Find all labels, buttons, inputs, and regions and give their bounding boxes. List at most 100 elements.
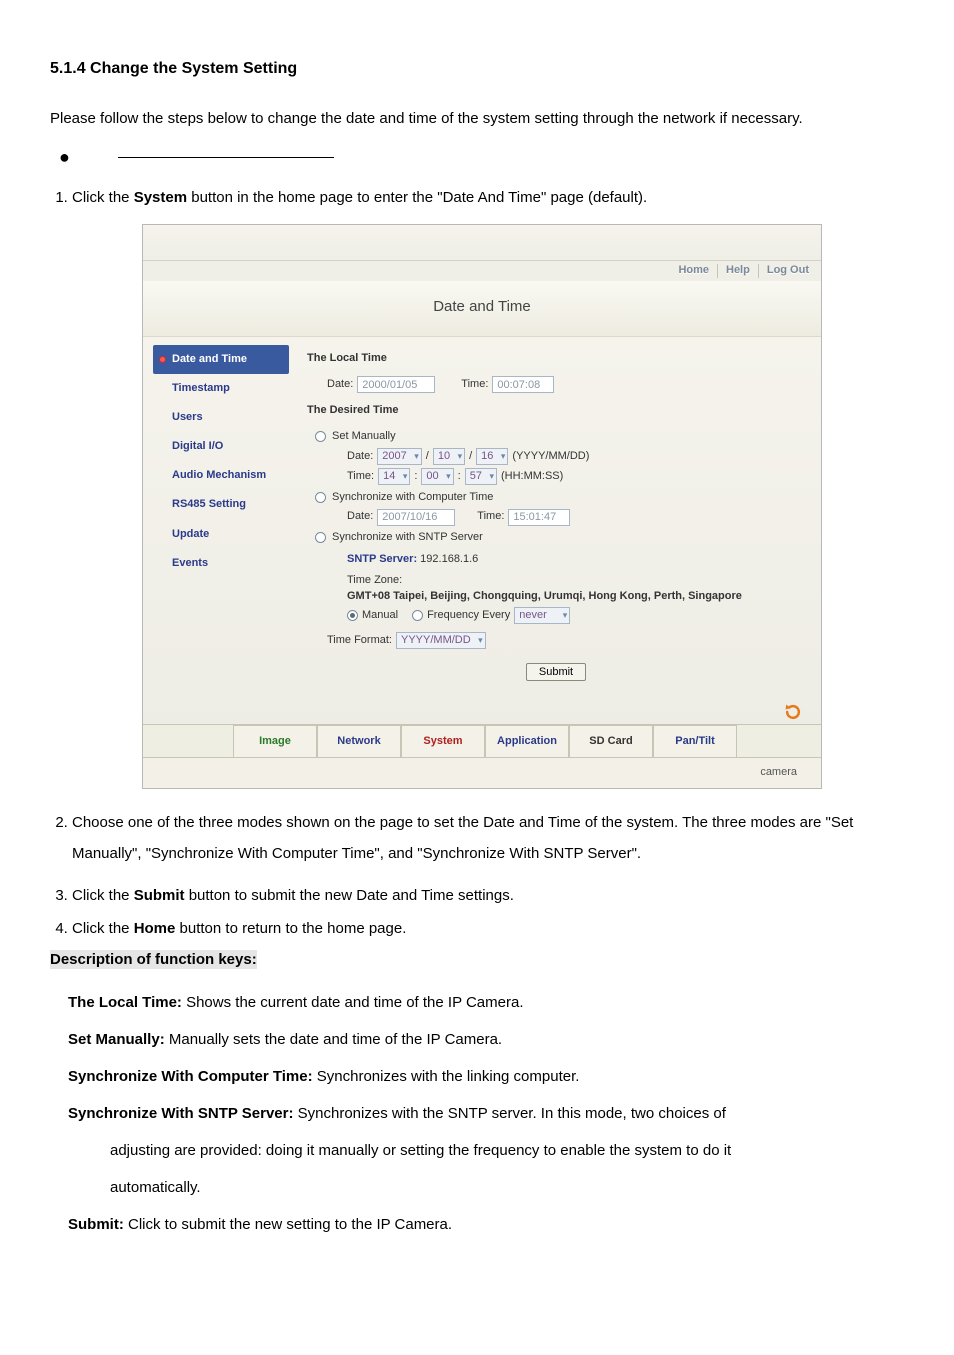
bullet-icon xyxy=(159,472,166,479)
sidebar-item-label: Digital I/O xyxy=(172,435,223,458)
sntp-server-value: 192.168.1.6 xyxy=(420,553,478,565)
radio-set-manually[interactable] xyxy=(315,431,326,442)
desc-val-submit: Click to submit the new setting to the I… xyxy=(124,1216,452,1233)
step-4: Click the Home button to return to the h… xyxy=(72,913,904,945)
tab-application[interactable]: Application xyxy=(485,725,569,757)
tab-network[interactable]: Network xyxy=(317,725,401,757)
time-fmt-hint: (HH:MM:SS) xyxy=(501,467,563,487)
radio-sntp-frequency[interactable] xyxy=(412,610,423,621)
sidebar-item-events[interactable]: Events xyxy=(153,549,303,578)
step-4-text-c: button to return to the home page. xyxy=(175,920,406,937)
hour-select[interactable]: 14 xyxy=(378,468,410,485)
sidebar-item-label: RS485 Setting xyxy=(172,493,246,516)
footer-label: camera xyxy=(143,757,821,788)
logout-button[interactable]: Log Out xyxy=(761,257,815,284)
bullet-icon xyxy=(159,531,166,538)
local-time-label: Time: xyxy=(461,374,488,395)
bullet-icon xyxy=(159,385,166,392)
bullet-blank: ● xyxy=(50,147,904,168)
radio-sync-computer[interactable] xyxy=(315,492,326,503)
bullet-icon xyxy=(159,443,166,450)
tab-sdcard[interactable]: SD Card xyxy=(569,725,653,757)
desc-key-local-time: The Local Time: xyxy=(68,994,182,1011)
time-format-select[interactable]: YYYY/MM/DD xyxy=(396,632,486,649)
sidebar-item-label: Users xyxy=(172,406,203,429)
radio-sync-sntp[interactable] xyxy=(315,532,326,543)
page-title: Date and Time xyxy=(143,281,821,338)
description-heading: Description of function keys: xyxy=(50,950,257,969)
local-date-input[interactable] xyxy=(357,376,435,393)
tab-image[interactable]: Image xyxy=(233,725,317,757)
main-panel: The Local Time Date: Time: The Desired T… xyxy=(303,337,821,696)
radio-sntp-manual[interactable] xyxy=(347,610,358,621)
comp-time-input[interactable] xyxy=(508,509,570,526)
step-2: Choose one of the three modes shown on t… xyxy=(72,807,904,870)
step-3-submit: Submit xyxy=(134,887,185,904)
desc-val-sync-sntp-line3: automatically. xyxy=(68,1171,904,1204)
sntp-manual-label: Manual xyxy=(362,606,398,626)
tabbar: Image Network System Application SD Card… xyxy=(143,724,821,757)
sidebar-item-audio-mechanism[interactable]: Audio Mechanism xyxy=(153,461,303,490)
minute-select[interactable]: 00 xyxy=(421,468,453,485)
help-button[interactable]: Help xyxy=(720,257,756,284)
local-time-input[interactable] xyxy=(492,376,554,393)
bullet-underline xyxy=(118,157,334,158)
refresh-icon[interactable] xyxy=(783,702,803,722)
sync-computer-label: Synchronize with Computer Time xyxy=(332,487,493,508)
year-select[interactable]: 2007 xyxy=(377,448,421,465)
submit-button[interactable]: Submit xyxy=(526,663,586,681)
date-fmt-hint: (YYYY/MM/DD) xyxy=(512,447,589,467)
slash: / xyxy=(469,447,472,467)
sidebar-item-date-and-time[interactable]: Date and Time xyxy=(153,345,289,374)
sidebar-item-timestamp[interactable]: Timestamp xyxy=(153,374,303,403)
desc-key-sync-sntp: Synchronize With SNTP Server: xyxy=(68,1105,293,1122)
time-format-label: Time Format: xyxy=(327,630,392,651)
section-heading: 5.1.4 Change the System Setting xyxy=(50,60,904,78)
sidebar-item-update[interactable]: Update xyxy=(153,520,303,549)
sidebar-item-label: Events xyxy=(172,552,208,575)
sidebar-item-label: Timestamp xyxy=(172,377,230,400)
tz-value: GMT+08 Taipei, Beijing, Chongquing, Urum… xyxy=(347,589,805,604)
sidebar: Date and Time Timestamp Users Digital I/… xyxy=(143,337,303,696)
desc-val-sync-sntp: Synchronizes with the SNTP server. In th… xyxy=(293,1105,725,1122)
topbar: Home Help Log Out xyxy=(143,261,821,281)
screenshot-header-space xyxy=(143,225,821,261)
sidebar-item-rs485-setting[interactable]: RS485 Setting xyxy=(153,490,303,519)
step-3-text-c: button to submit the new Date and Time s… xyxy=(185,887,514,904)
description-list: The Local Time: Shows the current date a… xyxy=(50,986,904,1241)
month-select[interactable]: 10 xyxy=(433,448,465,465)
screenshot-panel: Home Help Log Out Date and Time Date and… xyxy=(142,224,822,789)
step-1-text-c: button in the home page to enter the "Da… xyxy=(187,189,647,206)
desired-time-heading: The Desired Time xyxy=(307,399,805,422)
tab-pantilt[interactable]: Pan/Tilt xyxy=(653,725,737,757)
home-button[interactable]: Home xyxy=(672,257,715,284)
sidebar-item-label: Date and Time xyxy=(172,348,247,371)
topbar-sep-2 xyxy=(758,264,759,278)
sidebar-item-digital-io[interactable]: Digital I/O xyxy=(153,432,303,461)
desc-key-sync-computer: Synchronize With Computer Time: xyxy=(68,1068,313,1085)
set-manually-label: Set Manually xyxy=(332,426,396,447)
tab-system[interactable]: System xyxy=(401,725,485,757)
local-time-heading: The Local Time xyxy=(307,347,805,370)
comp-date-label: Date: xyxy=(347,507,373,527)
desc-key-set-manually: Set Manually: xyxy=(68,1031,165,1048)
colon: : xyxy=(414,467,417,487)
sntp-server-label: SNTP Server: xyxy=(347,553,417,565)
step-3: Click the Submit button to submit the ne… xyxy=(72,880,904,912)
tz-label: Time Zone: xyxy=(347,573,805,588)
frequency-select[interactable]: never xyxy=(514,607,570,624)
desc-val-local-time: Shows the current date and time of the I… xyxy=(182,994,524,1011)
comp-date-input[interactable] xyxy=(377,509,455,526)
sidebar-item-label: Update xyxy=(172,523,209,546)
bullet-icon xyxy=(159,356,166,363)
sntp-frequency-label: Frequency Every xyxy=(427,606,510,626)
day-select[interactable]: 16 xyxy=(476,448,508,465)
desc-val-sync-computer: Synchronizes with the linking computer. xyxy=(313,1068,580,1085)
sidebar-item-users[interactable]: Users xyxy=(153,403,303,432)
intro-paragraph: Please follow the steps below to change … xyxy=(50,102,904,135)
man-time-label: Time: xyxy=(347,467,374,487)
step-3-text-a: Click the xyxy=(72,887,134,904)
step-4-text-a: Click the xyxy=(72,920,134,937)
bullet-icon xyxy=(159,414,166,421)
second-select[interactable]: 57 xyxy=(465,468,497,485)
